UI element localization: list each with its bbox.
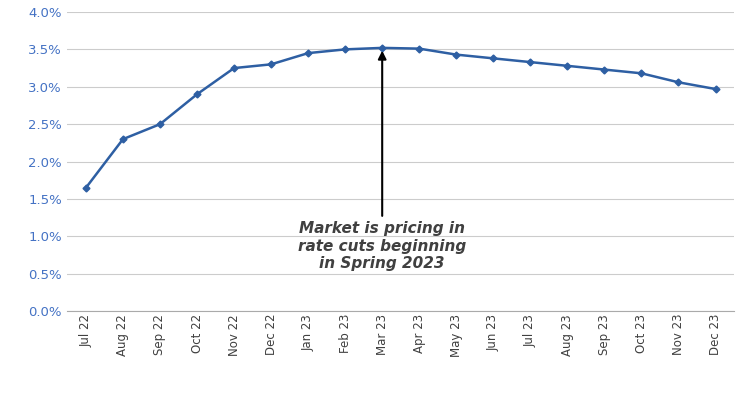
Text: Market is pricing in
rate cuts beginning
in Spring 2023: Market is pricing in rate cuts beginning… <box>298 53 467 271</box>
